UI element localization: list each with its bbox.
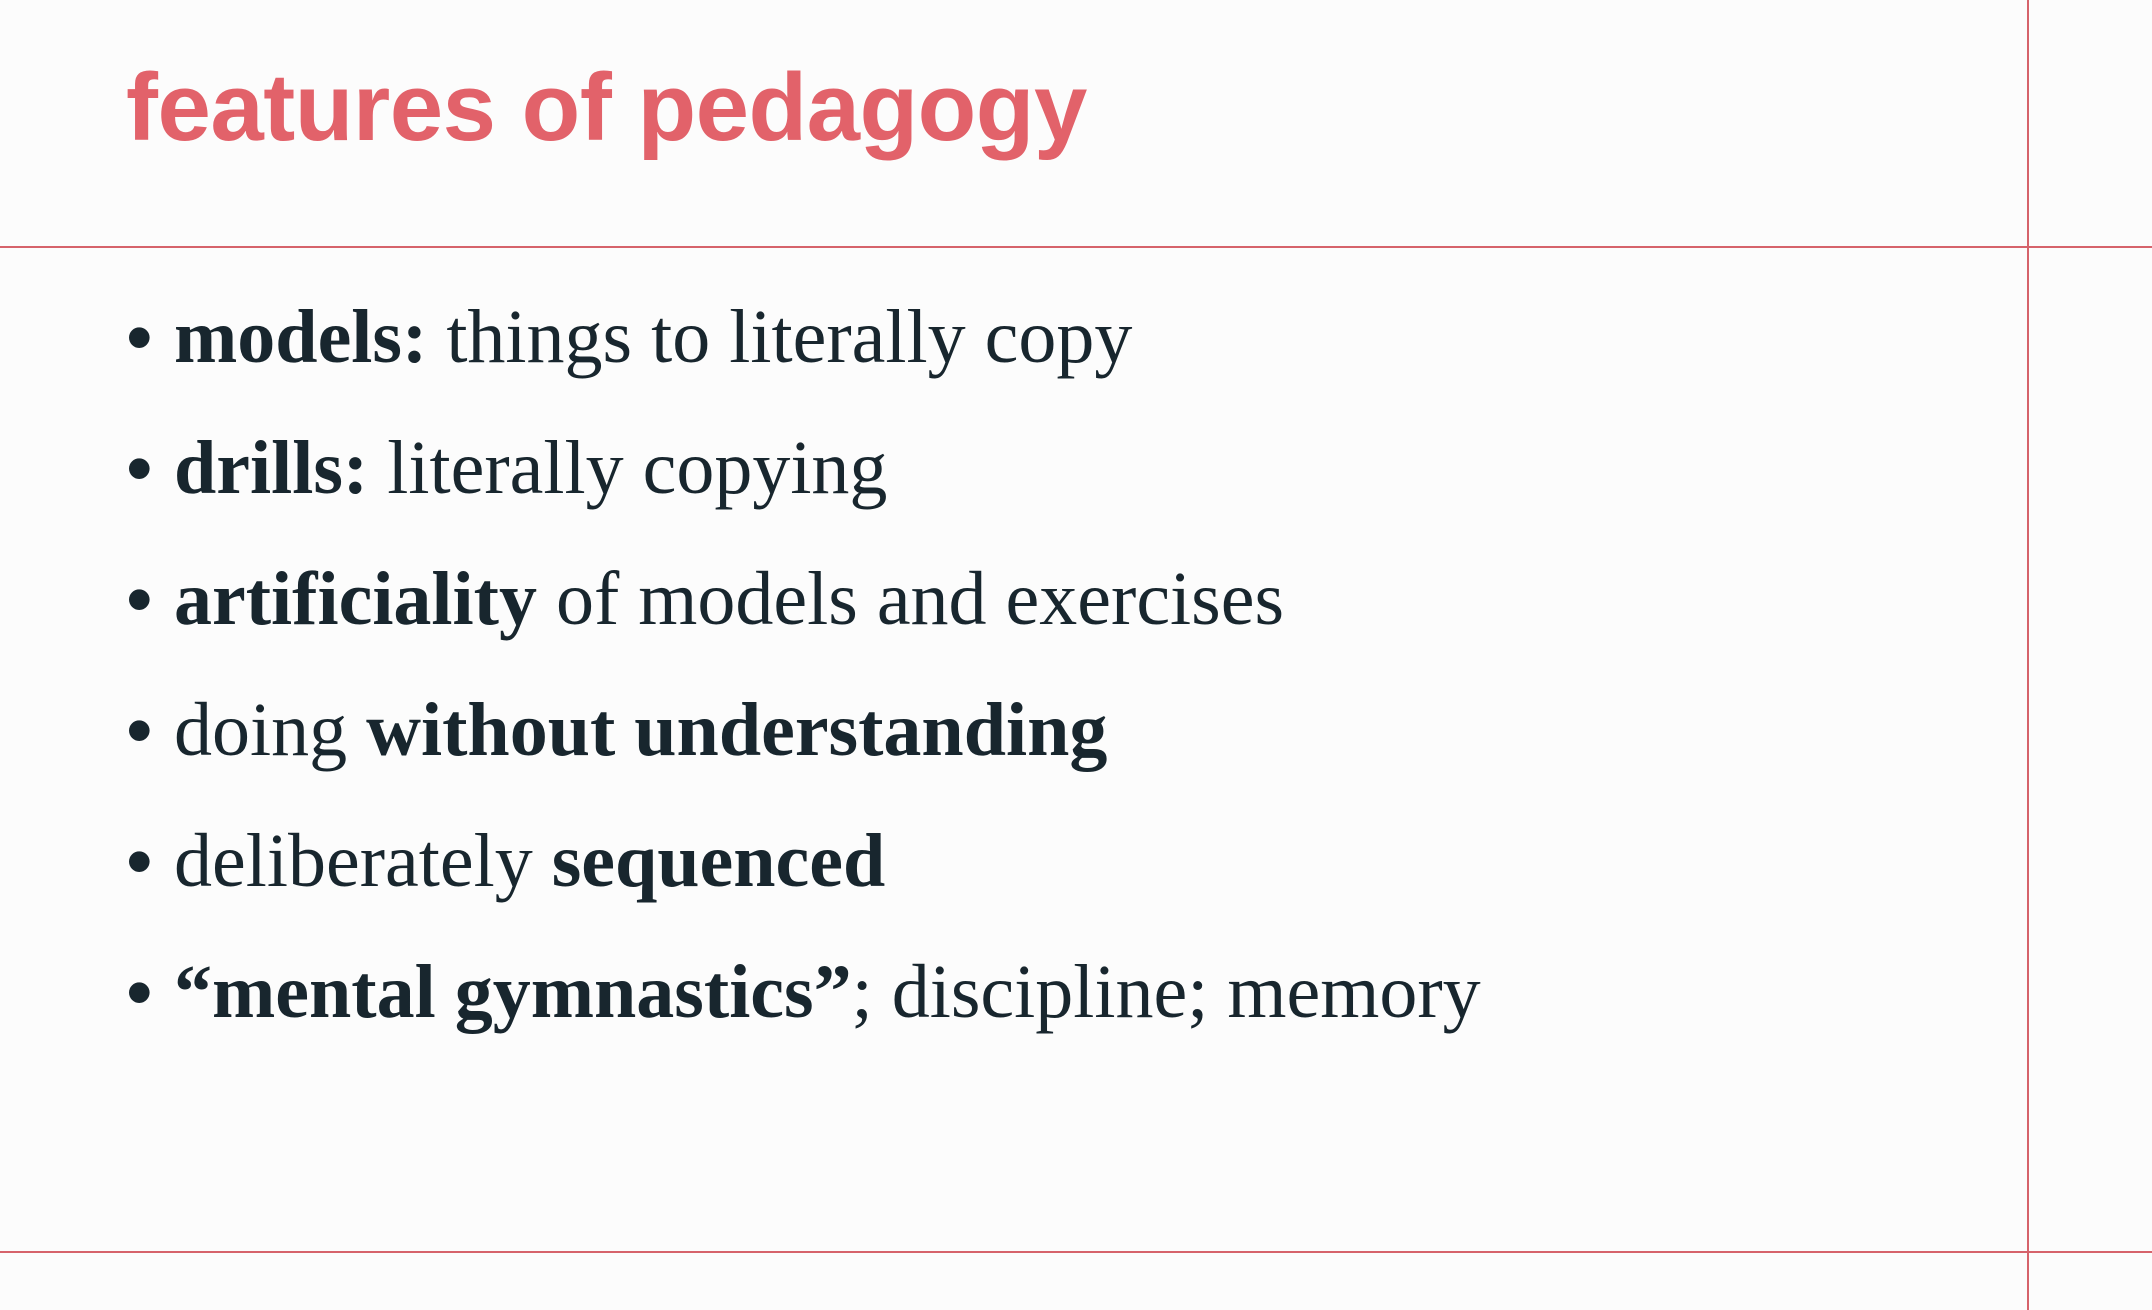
bullet-dot: •	[126, 426, 153, 511]
bullet-item-artificiality: • artificiality of models and exercises	[126, 534, 1481, 665]
bullet-bold-text: without understanding	[366, 688, 1108, 772]
bullet-item-drills: • drills: literally copying	[126, 403, 1481, 534]
bullet-list: • models: things to literally copy • dri…	[126, 272, 1481, 1058]
bullet-text: doing	[174, 688, 367, 772]
bullet-dot: •	[126, 819, 153, 904]
bullet-dot: •	[126, 688, 153, 773]
bullet-text: literally copying	[368, 426, 888, 510]
bullet-item-mental-gymnastics: • “mental gymnastics”; discipline; memor…	[126, 927, 1481, 1058]
bullet-item-without-understanding: • doing without understanding	[126, 665, 1481, 796]
bullet-item-sequenced: • deliberately sequenced	[126, 796, 1481, 927]
bullet-text: deliberately	[174, 819, 552, 903]
bullet-bold-text: artificiality	[174, 557, 537, 641]
bullet-dot: •	[126, 295, 153, 380]
right-margin-line	[2027, 0, 2029, 1310]
bullet-text: ; discipline; memory	[851, 950, 1481, 1034]
bullet-text: of models and exercises	[536, 557, 1285, 641]
bullet-dot: •	[126, 557, 153, 642]
bullet-bold-text: sequenced	[551, 819, 886, 903]
bullet-item-models: • models: things to literally copy	[126, 272, 1481, 403]
bottom-divider	[0, 1251, 2152, 1253]
bullet-bold-text: “mental gymnastics”	[174, 950, 852, 1034]
bullet-text: things to literally copy	[427, 295, 1133, 379]
bullet-bold-text: models:	[174, 295, 428, 379]
bullet-bold-text: drills:	[174, 426, 369, 510]
slide-title: features of pedagogy	[126, 54, 1087, 161]
bullet-dot: •	[126, 950, 153, 1035]
title-divider	[0, 246, 2152, 248]
